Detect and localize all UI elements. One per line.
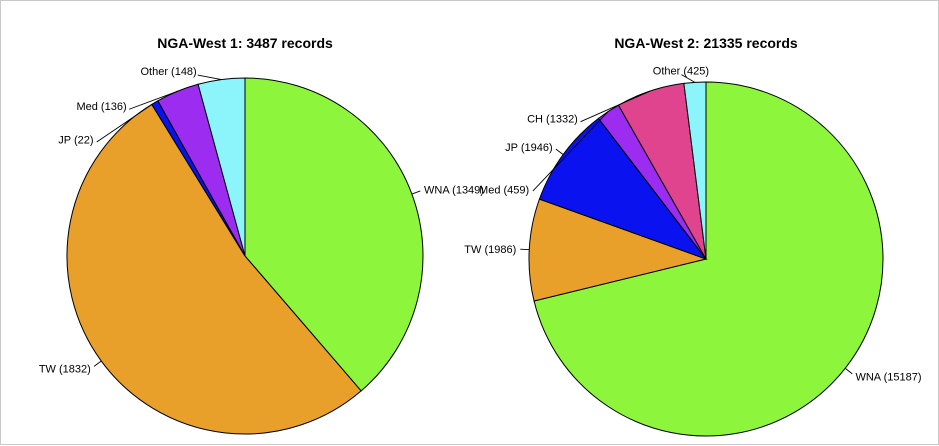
slice-label: JP (22) <box>58 135 93 147</box>
slice-label: TW (1832) <box>39 364 91 376</box>
slice-label: Med (136) <box>76 101 126 113</box>
slice-label: CH (1332) <box>527 114 578 126</box>
pie-chart-nga-west-1: NGA-West 1: 3487 records WNA (1349) TW (1… <box>39 35 484 434</box>
pie-title: NGA-West 1: 3487 records <box>157 35 333 51</box>
slice-leader-line <box>412 191 420 194</box>
pie-chart-nga-west-2: NGA-West 2: 21335 records WNA (15187) TW … <box>464 35 921 436</box>
slice-leader-line <box>94 361 101 366</box>
slice-leader-line <box>845 368 852 374</box>
slice-leader-line <box>556 149 563 154</box>
slice-label: WNA (15187) <box>855 371 921 383</box>
slice-label: TW (1986) <box>464 244 516 256</box>
slice-leader-line <box>198 75 222 80</box>
slice-label: Other (148) <box>140 66 196 78</box>
slice-label: Other (425) <box>653 66 709 78</box>
slice-label: WNA (1349) <box>424 185 484 197</box>
slice-label: JP (1946) <box>505 142 553 154</box>
slice-label: Med (459) <box>479 184 529 196</box>
pie-title: NGA-West 2: 21335 records <box>614 35 798 51</box>
